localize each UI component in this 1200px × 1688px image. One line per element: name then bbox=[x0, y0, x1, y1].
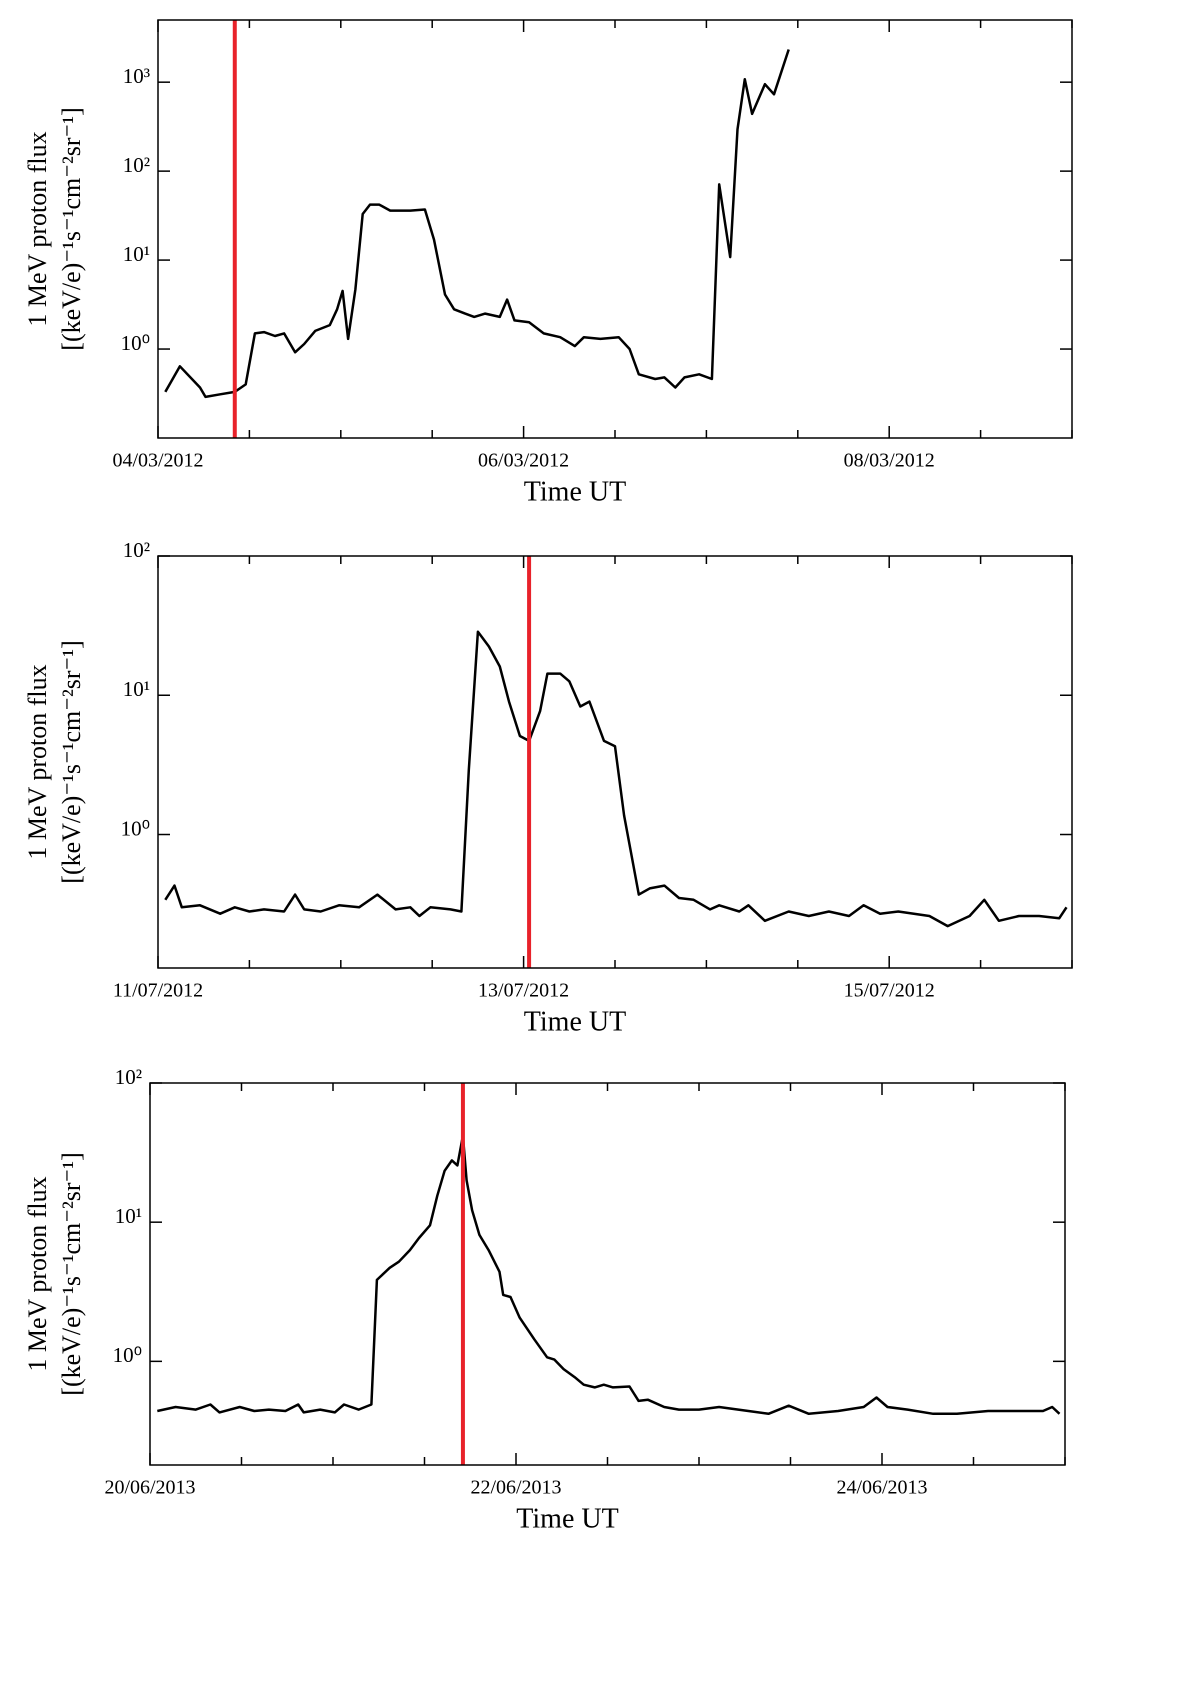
y-tick-label: 10² bbox=[123, 153, 150, 177]
x-tick-label: 11/07/2012 bbox=[113, 980, 203, 1002]
plot-frame bbox=[157, 555, 1073, 969]
y-axis-label: 1 MeV proton flux bbox=[23, 1176, 52, 1371]
x-tick-label: 04/03/2012 bbox=[112, 450, 203, 472]
y-axis-label: 1 MeV proton flux bbox=[23, 131, 52, 326]
y-tick-label: 10⁰ bbox=[121, 331, 150, 355]
y-tick-label: 10⁰ bbox=[121, 816, 150, 840]
plot-frame bbox=[157, 19, 1073, 439]
y-axis-label: [(keV/e)⁻¹s⁻¹cm⁻²sr⁻¹] bbox=[57, 640, 86, 883]
y-tick-label: 10¹ bbox=[123, 242, 150, 266]
data-line bbox=[157, 1134, 1061, 1416]
x-axis-label: Time UT bbox=[524, 1006, 626, 1037]
panel: 04/03/2012 06/03/2012 08/03/2012 10⁰ 10¹ 10² 1… bbox=[23, 19, 1073, 507]
y-tick-label: 10² bbox=[115, 1065, 142, 1089]
x-axis-label: Time UT bbox=[524, 476, 626, 507]
y-tick-label: 10³ bbox=[123, 64, 150, 88]
y-axis-label: [(keV/e)⁻¹s⁻¹cm⁻²sr⁻¹] bbox=[57, 1152, 86, 1395]
y-tick-label: 10¹ bbox=[123, 677, 150, 701]
plot-frame bbox=[149, 1082, 1066, 1466]
x-tick-label: 22/06/2013 bbox=[470, 1477, 561, 1499]
panel: 11/07/2012 13/07/2012 15/07/2012 10⁰ 10¹ 10² T… bbox=[23, 538, 1073, 1037]
x-tick-label: 13/07/2012 bbox=[478, 980, 569, 1002]
y-tick-label: 10⁰ bbox=[113, 1343, 142, 1367]
data-line bbox=[164, 630, 1068, 928]
x-tick-label: 06/03/2012 bbox=[478, 450, 569, 472]
x-tick-label: 20/06/2013 bbox=[104, 1477, 195, 1499]
y-axis-label: [(keV/e)⁻¹s⁻¹cm⁻²sr⁻¹] bbox=[57, 107, 86, 350]
panel: 20/06/2013 22/06/2013 24/06/2013 10⁰ 10¹ 10² T… bbox=[23, 1065, 1066, 1534]
y-axis-label: 1 MeV proton flux bbox=[23, 664, 52, 859]
x-tick-label: 08/03/2012 bbox=[844, 450, 935, 472]
data-line bbox=[164, 49, 790, 399]
y-tick-label: 10¹ bbox=[115, 1204, 142, 1228]
y-tick-label: 10² bbox=[123, 538, 150, 562]
x-tick-label: 15/07/2012 bbox=[844, 980, 935, 1002]
x-tick-label: 24/06/2013 bbox=[836, 1477, 927, 1499]
x-axis-label: Time UT bbox=[516, 1503, 618, 1534]
